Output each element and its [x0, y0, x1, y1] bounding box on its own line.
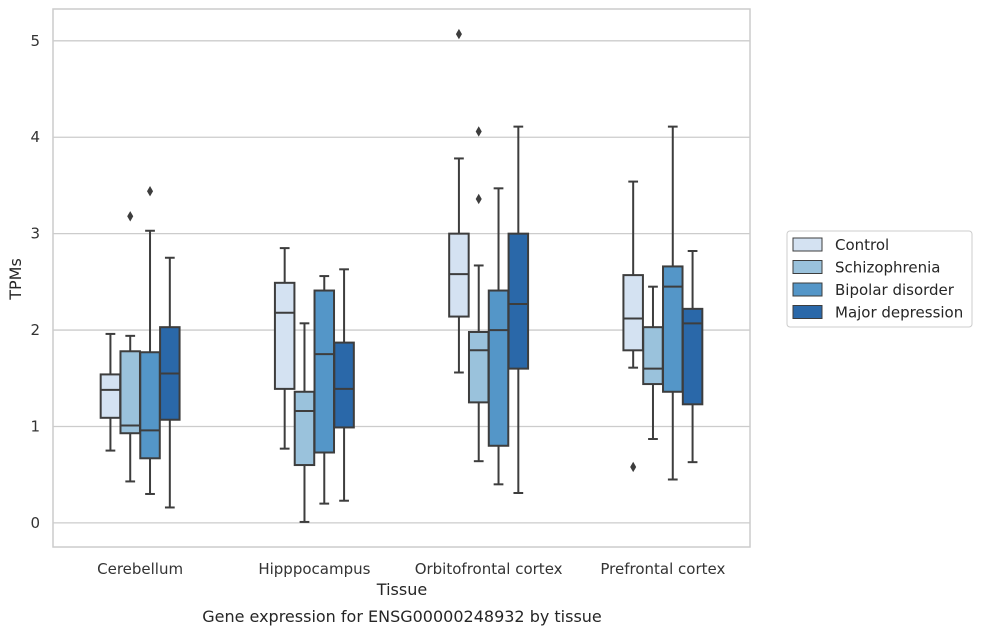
box: [467, 126, 490, 463]
outlier-point: [147, 186, 154, 197]
box-body: [662, 265, 684, 393]
series-major-depression: [159, 125, 704, 509]
outlier-point: [475, 193, 482, 205]
box-body: [642, 326, 664, 386]
x-tick-label: Hipppocampus: [258, 560, 370, 578]
series-schizophrenia: [119, 126, 664, 523]
box-body: [467, 330, 490, 404]
box: [119, 211, 141, 483]
box-body: [273, 281, 296, 390]
figure-caption: Gene expression for ENSG00000248932 by t…: [202, 607, 602, 626]
outlier-point: [127, 211, 134, 222]
box-body: [293, 390, 316, 467]
box: [681, 250, 704, 464]
box: [99, 332, 122, 452]
legend-entry-label: Control: [835, 236, 889, 254]
box: [159, 256, 181, 509]
legend: Control Schizophrenia Bipolar disorder Majo…: [786, 230, 973, 328]
box: [293, 322, 316, 523]
y-axis-label: TPMs: [6, 258, 25, 301]
box: [273, 247, 296, 450]
legend-swatch: [792, 260, 823, 274]
box-body: [507, 232, 530, 370]
x-axis-label: Tissue: [376, 580, 427, 599]
box: [642, 285, 664, 441]
box-body: [119, 350, 141, 435]
outlier-point: [475, 126, 482, 137]
box-body: [313, 289, 336, 454]
box-series: [99, 28, 704, 523]
x-tick-label: Prefrontal cortex: [600, 560, 725, 578]
box-body: [681, 307, 704, 406]
legend-swatch: [792, 305, 823, 319]
y-tick-label: 3: [30, 225, 40, 243]
y-tick-label: 4: [30, 128, 40, 146]
series-bipolar-disorder: [139, 125, 684, 505]
y-tick-label: 1: [30, 417, 40, 435]
box: [313, 275, 336, 505]
legend-swatch: [792, 237, 823, 252]
box: [448, 28, 470, 374]
box: [487, 187, 510, 486]
y-tick-labels: 0 1 2 3 4 5: [30, 32, 40, 532]
legend-frame: [786, 230, 973, 328]
y-tick-label: 2: [30, 321, 40, 339]
box: [139, 186, 161, 495]
legend-entry-label: Bipolar disorder: [835, 281, 955, 299]
box-body: [333, 341, 355, 429]
box-body: [139, 351, 161, 460]
x-tick-labels: Cerebellum Hipppocampus Orbitofrontal cort…: [97, 560, 725, 578]
box-body: [487, 289, 510, 447]
legend-swatch: [792, 282, 823, 297]
x-tick-label: Orbitofrontal cortex: [415, 560, 563, 578]
outlier-point: [455, 28, 462, 40]
y-tick-label: 5: [30, 32, 40, 50]
box: [507, 125, 530, 495]
series-control: [99, 28, 644, 473]
box: [333, 268, 355, 502]
box-body: [99, 373, 122, 419]
legend-entry-label: Schizophrenia: [835, 259, 940, 277]
outlier-point: [630, 461, 637, 473]
box-body: [622, 274, 644, 352]
x-tick-label: Cerebellum: [97, 560, 183, 578]
plot-frame: [52, 8, 751, 548]
box: [622, 180, 644, 473]
y-tick-label: 0: [30, 514, 40, 532]
legend-entry-label: Major depression: [835, 304, 963, 322]
